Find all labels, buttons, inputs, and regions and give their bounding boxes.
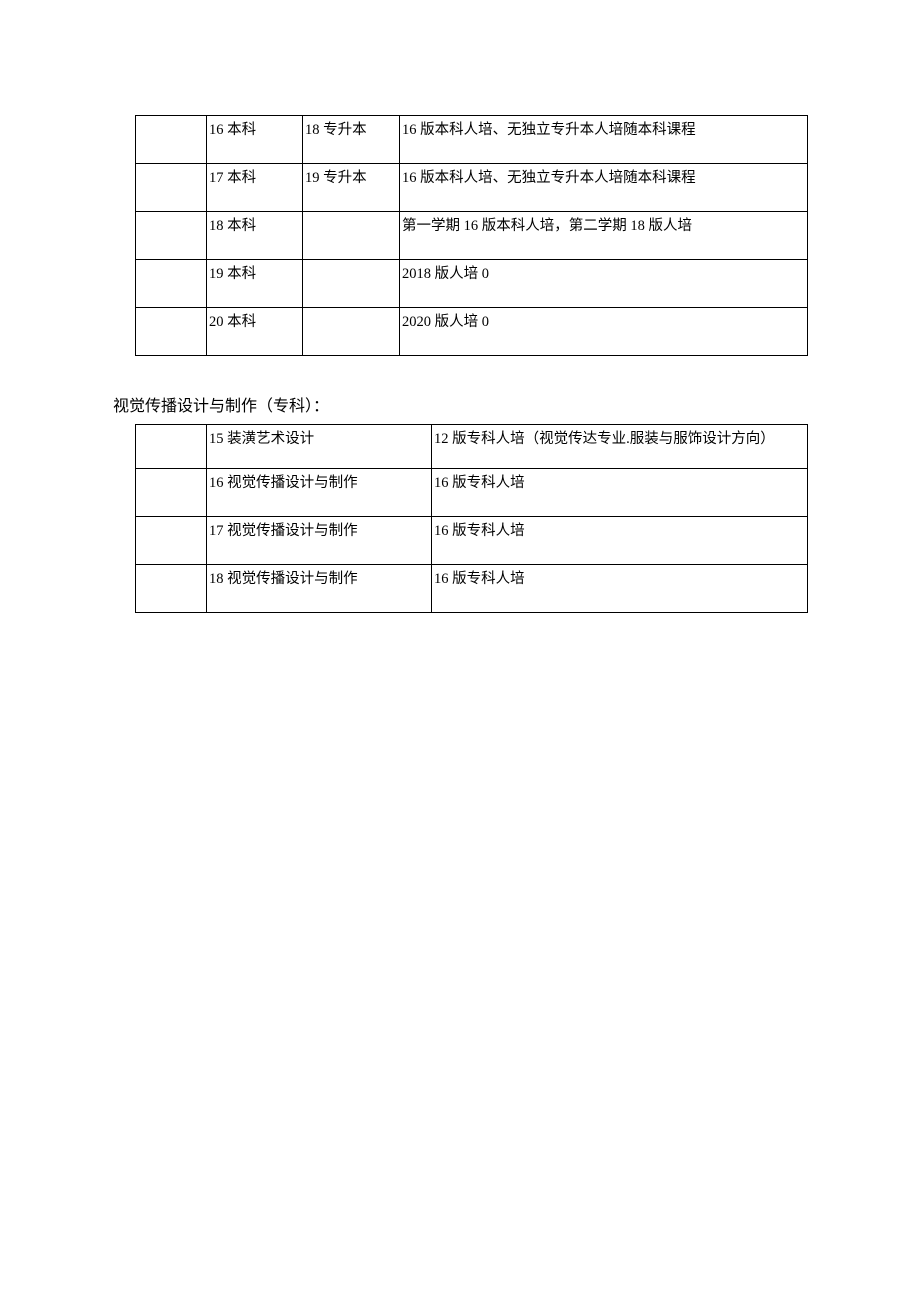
cell-description: 第一学期 16 版本科人培，第二学期 18 版人培 (400, 212, 808, 260)
cell-description: 12 版专科人培（视觉传达专业.服装与服饰设计方向） (432, 425, 808, 469)
cell-upgrade (303, 260, 400, 308)
cell-program: 20 本科 (207, 308, 303, 356)
table-row: 15 装潢艺术设计 12 版专科人培（视觉传达专业.服装与服饰设计方向） (136, 425, 808, 469)
section-heading: 视觉传播设计与制作（专科）： (113, 392, 807, 416)
table-row: 18 视觉传播设计与制作 16 版专科人培 (136, 565, 808, 613)
cell-empty (136, 565, 207, 613)
cell-empty (136, 116, 207, 164)
table-row: 19 本科 2018 版人培 0 (136, 260, 808, 308)
cell-description: 16 版专科人培 (432, 517, 808, 565)
cell-empty (136, 260, 207, 308)
cell-upgrade (303, 212, 400, 260)
table-row: 16 视觉传播设计与制作 16 版专科人培 (136, 469, 808, 517)
cell-description: 2018 版人培 0 (400, 260, 808, 308)
cell-program: 18 本科 (207, 212, 303, 260)
undergraduate-table: 16 本科 18 专升本 16 版本科人培、无独立专升本人培随本科课程 17 本… (135, 115, 808, 356)
cell-program: 15 装潢艺术设计 (207, 425, 432, 469)
cell-program: 17 视觉传播设计与制作 (207, 517, 432, 565)
cell-empty (136, 469, 207, 517)
cell-description: 2020 版人培 0 (400, 308, 808, 356)
cell-program: 19 本科 (207, 260, 303, 308)
cell-upgrade: 19 专升本 (303, 164, 400, 212)
table-row: 17 本科 19 专升本 16 版本科人培、无独立专升本人培随本科课程 (136, 164, 808, 212)
table-row: 16 本科 18 专升本 16 版本科人培、无独立专升本人培随本科课程 (136, 116, 808, 164)
specialty-table: 15 装潢艺术设计 12 版专科人培（视觉传达专业.服装与服饰设计方向） 16 … (135, 424, 808, 613)
cell-description: 16 版专科人培 (432, 565, 808, 613)
cell-upgrade: 18 专升本 (303, 116, 400, 164)
table-row: 20 本科 2020 版人培 0 (136, 308, 808, 356)
cell-empty (136, 517, 207, 565)
cell-program: 16 视觉传播设计与制作 (207, 469, 432, 517)
cell-empty (136, 308, 207, 356)
cell-program: 16 本科 (207, 116, 303, 164)
cell-program: 17 本科 (207, 164, 303, 212)
cell-description: 16 版专科人培 (432, 469, 808, 517)
cell-empty (136, 212, 207, 260)
table-row: 17 视觉传播设计与制作 16 版专科人培 (136, 517, 808, 565)
table-row: 18 本科 第一学期 16 版本科人培，第二学期 18 版人培 (136, 212, 808, 260)
cell-empty (136, 164, 207, 212)
cell-empty (136, 425, 207, 469)
page-content: 16 本科 18 专升本 16 版本科人培、无独立专升本人培随本科课程 17 本… (135, 115, 807, 613)
cell-program: 18 视觉传播设计与制作 (207, 565, 432, 613)
cell-upgrade (303, 308, 400, 356)
cell-description: 16 版本科人培、无独立专升本人培随本科课程 (400, 164, 808, 212)
cell-description: 16 版本科人培、无独立专升本人培随本科课程 (400, 116, 808, 164)
